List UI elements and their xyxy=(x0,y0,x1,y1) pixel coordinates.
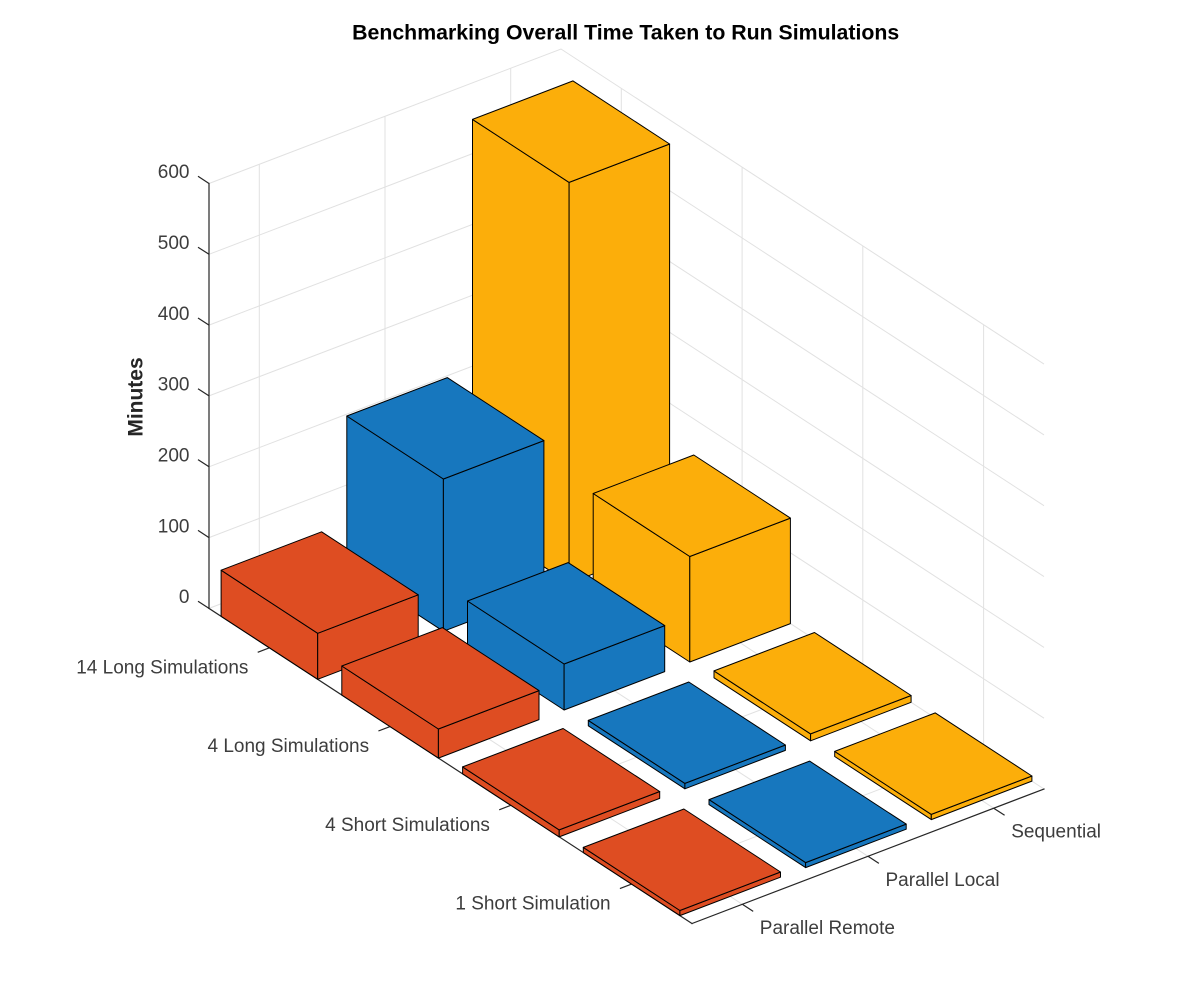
svg-text:Parallel Remote: Parallel Remote xyxy=(760,918,895,939)
svg-text:Benchmarking Overall Time Take: Benchmarking Overall Time Taken to Run S… xyxy=(352,20,899,44)
svg-text:500: 500 xyxy=(158,233,190,254)
svg-text:400: 400 xyxy=(158,304,190,325)
svg-text:Minutes: Minutes xyxy=(125,357,148,436)
svg-text:1 Short Simulation: 1 Short Simulation xyxy=(455,894,610,915)
svg-text:300: 300 xyxy=(158,375,190,396)
svg-text:200: 200 xyxy=(158,446,190,467)
svg-text:14 Long Simulations: 14 Long Simulations xyxy=(76,657,248,678)
svg-text:0: 0 xyxy=(179,587,190,608)
svg-text:4 Long Simulations: 4 Long Simulations xyxy=(207,736,369,757)
svg-text:Sequential: Sequential xyxy=(1011,822,1101,843)
svg-text:100: 100 xyxy=(158,516,190,537)
svg-text:Parallel Local: Parallel Local xyxy=(886,870,1000,891)
svg-text:4 Short Simulations: 4 Short Simulations xyxy=(325,815,490,836)
svg-text:600: 600 xyxy=(158,162,190,183)
